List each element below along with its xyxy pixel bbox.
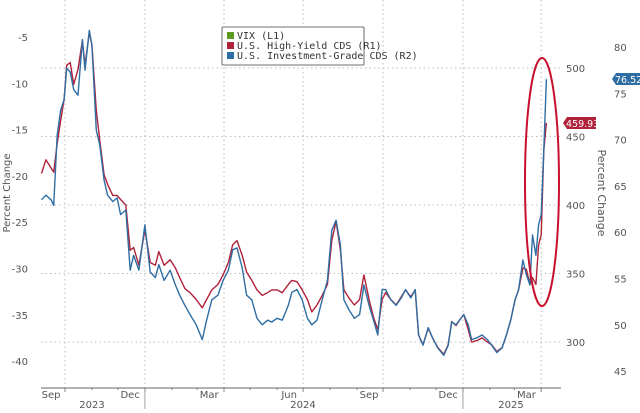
x-month-label: Sep [42, 390, 61, 401]
x-month-label: Dec [120, 390, 139, 401]
last-value-badge-high-yield: 459.938 [563, 117, 605, 130]
right2-tick-label: 80 [614, 43, 627, 54]
legend-swatch-vix [227, 32, 234, 39]
left-tick-label: -30 [12, 265, 28, 276]
x-month-label: Mar [200, 390, 220, 401]
x-month-label: Mar [517, 390, 537, 401]
x-month-label: Jun [280, 390, 297, 401]
right-axis-title: Percent Change [595, 149, 608, 236]
legend: VIX (L1) U.S. High-Yield CDS (R1) U.S. I… [221, 26, 418, 66]
series-line-1 [40, 31, 548, 355]
series-lines [40, 29, 548, 357]
svg-text:76.520: 76.520 [615, 75, 640, 86]
right2-tick-label: 55 [614, 275, 627, 286]
series-line-2 [40, 29, 548, 357]
right1-tick-label: 400 [566, 201, 585, 212]
right2-tick-label: 75 [614, 89, 627, 100]
x-axis: Sep Dec Mar Jun Sep Dec Mar 2023 2024 2025 [41, 387, 561, 411]
right1-tick-label: 450 [566, 133, 585, 144]
x-year-label: 2023 [79, 400, 104, 409]
right2-tick-label: 50 [614, 321, 627, 332]
left-tick-label: -25 [12, 218, 28, 229]
right2-tick-label: 60 [614, 228, 627, 239]
last-value-badge-investment-grade: 76.520 [612, 73, 640, 86]
left-tick-label: -40 [12, 357, 28, 368]
legend-label-vix: VIX (L1) [237, 31, 285, 42]
left-tick-label: -15 [12, 126, 28, 137]
left-axis-title: Percent Change [2, 153, 13, 232]
left-axis: -5 -10 -15 -20 -25 -30 -35 -40 [12, 33, 28, 368]
right1-axis: 500 450 400 350 300 [566, 64, 585, 349]
x-year-label: 2025 [498, 400, 523, 409]
legend-label-investment-grade: U.S. Investment-Grade CDS (R2) [237, 51, 418, 62]
left-tick-label: -35 [12, 311, 28, 322]
legend-swatch-high-yield [227, 42, 234, 49]
right2-tick-label: 70 [614, 136, 627, 147]
right1-tick-label: 350 [566, 270, 585, 281]
right2-tick-label: 45 [614, 367, 627, 378]
x-month-label: Sep [360, 390, 379, 401]
x-year-label: 2024 [290, 400, 315, 409]
legend-swatch-investment-grade [227, 52, 234, 59]
right2-axis: 80 75 70 65 60 55 50 45 [614, 43, 627, 378]
right1-tick-label: 300 [566, 338, 585, 349]
right1-tick-label: 500 [566, 64, 585, 75]
x-month-label: Dec [439, 390, 458, 401]
left-tick-label: -10 [12, 79, 28, 90]
left-tick-label: -5 [18, 33, 28, 44]
right2-tick-label: 65 [614, 182, 627, 193]
left-tick-label: -20 [12, 172, 28, 183]
legend-label-high-yield: U.S. High-Yield CDS (R1) [237, 41, 382, 52]
svg-text:459.938: 459.938 [566, 119, 605, 130]
highlight-ellipse [524, 57, 560, 307]
